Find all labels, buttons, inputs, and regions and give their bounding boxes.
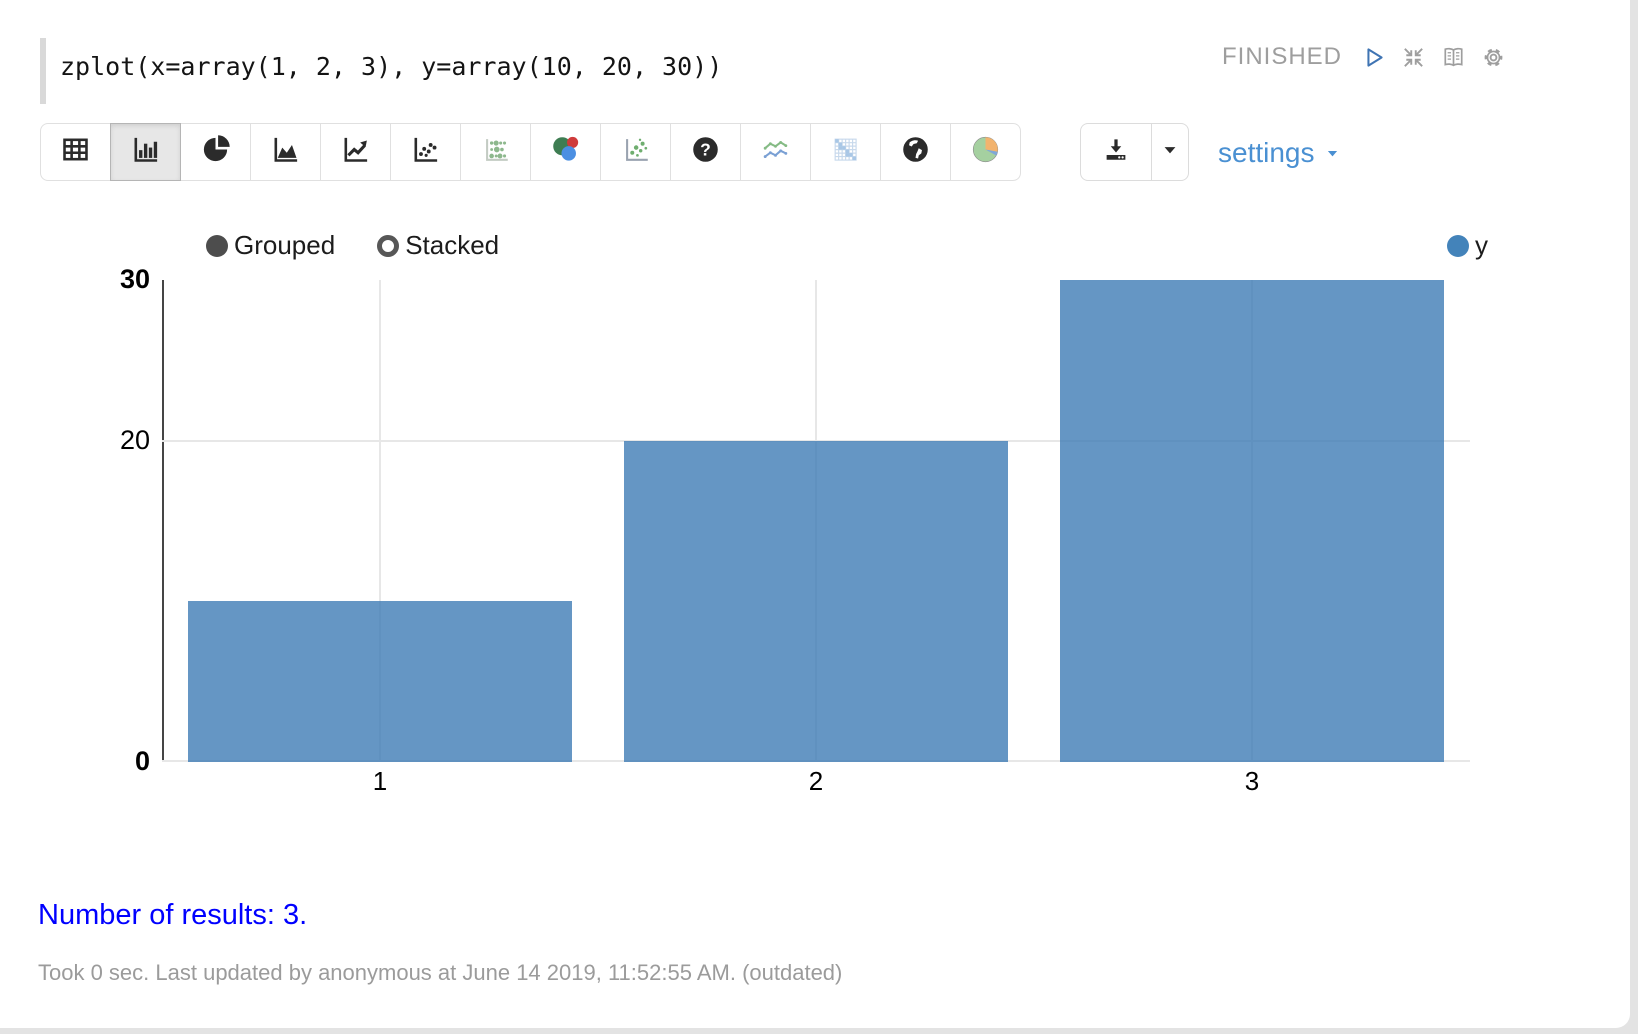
y-axis-line (162, 280, 164, 762)
chart-type-button-globe[interactable] (880, 123, 951, 181)
caret-down-icon (1324, 145, 1341, 162)
scatter-green-icon (620, 134, 651, 170)
area-chart-icon (270, 134, 301, 170)
chart-type-button-help[interactable]: ? (670, 123, 741, 181)
bar-2[interactable] (624, 440, 1008, 762)
collapse-icon[interactable] (1400, 44, 1427, 71)
pie-chart-icon (200, 134, 231, 170)
bar-chart-plot-area (162, 280, 1470, 762)
legend-dot-icon (1447, 234, 1469, 257)
legend-label: y (1475, 230, 1488, 260)
code-editor-input[interactable]: zplot(x=array(1, 2, 3), y=array(10, 20, … (60, 52, 723, 81)
chart-type-button-multi-line[interactable] (740, 123, 811, 181)
chart-control-stacked[interactable]: Stacked (377, 230, 499, 261)
paragraph-action-icons (1360, 44, 1507, 71)
chart-control-label: Grouped (234, 230, 336, 260)
status-badge: FINISHED (1222, 43, 1343, 70)
table-icon (60, 134, 91, 170)
legend-item-y[interactable]: y (1447, 230, 1488, 261)
results-count-text: Number of results: 3. (38, 899, 308, 931)
bar-chart-icon (130, 134, 161, 170)
chart-type-button-scatter-green[interactable] (600, 123, 671, 181)
chart-type-button-venn-diagram[interactable] (530, 123, 601, 181)
x-gridline (379, 280, 381, 762)
settings-label: settings (1218, 137, 1315, 168)
download-button[interactable] (1080, 123, 1152, 181)
help-icon: ? (690, 134, 721, 170)
chart-type-button-line-chart[interactable] (320, 123, 391, 181)
y-gridline (162, 439, 1470, 442)
y-axis-tick-label: 30 (119, 264, 150, 294)
chart-type-button-heatmap[interactable] (810, 123, 881, 181)
x-axis-tick-label: 2 (808, 766, 824, 796)
play-icon[interactable] (1360, 44, 1387, 71)
scatter-chart-icon (410, 134, 441, 170)
chart-control-label: Stacked (405, 230, 500, 260)
bar-1[interactable] (188, 601, 572, 762)
radio-selected-icon (206, 234, 228, 257)
download-icon (1101, 135, 1131, 170)
chart-type-button-area-chart[interactable] (250, 123, 321, 181)
bubble-grid-icon (480, 134, 511, 170)
gear-icon[interactable] (1480, 44, 1507, 71)
y-axis-tick-label: 0 (134, 746, 150, 776)
chart-type-toolbar: ? (40, 123, 1021, 181)
chart-type-button-scatter-chart[interactable] (390, 123, 461, 181)
caret-down-icon (1160, 140, 1180, 165)
chart-type-button-pie-chart[interactable] (180, 123, 251, 181)
paragraph-status-row: FINISHED (1222, 40, 1507, 74)
chart-control-grouped[interactable]: Grouped (206, 230, 335, 261)
book-icon[interactable] (1440, 44, 1467, 71)
y-axis-tick-label: 20 (119, 424, 150, 455)
x-axis-tick-label: 1 (372, 766, 388, 796)
line-chart-icon (340, 134, 371, 170)
chart-mode-controls: Grouped Stacked (206, 230, 499, 261)
chart-type-button-bar-chart[interactable] (110, 123, 181, 181)
chart-type-button-pie-colored[interactable] (950, 123, 1021, 181)
multi-line-icon (760, 134, 791, 170)
heatmap-icon (830, 134, 861, 170)
venn-diagram-icon (550, 134, 581, 170)
paragraph-footer-text: Took 0 sec. Last updated by anonymous at… (38, 960, 843, 985)
chart-series-legend: y (1447, 230, 1488, 261)
x-axis-tick-label: 3 (1244, 766, 1260, 796)
chart-type-button-table[interactable] (40, 123, 111, 181)
pie-colored-icon (970, 134, 1001, 170)
download-split-button (1080, 123, 1189, 181)
bar-3[interactable] (1060, 280, 1444, 762)
settings-dropdown[interactable]: settings (1218, 132, 1341, 174)
chart-type-button-bubble-grid[interactable] (460, 123, 531, 181)
download-options-caret[interactable] (1151, 123, 1189, 181)
svg-text:?: ? (700, 140, 711, 160)
code-editor-gutter (40, 38, 46, 104)
radio-unselected-icon (377, 234, 400, 257)
globe-icon (900, 134, 931, 170)
